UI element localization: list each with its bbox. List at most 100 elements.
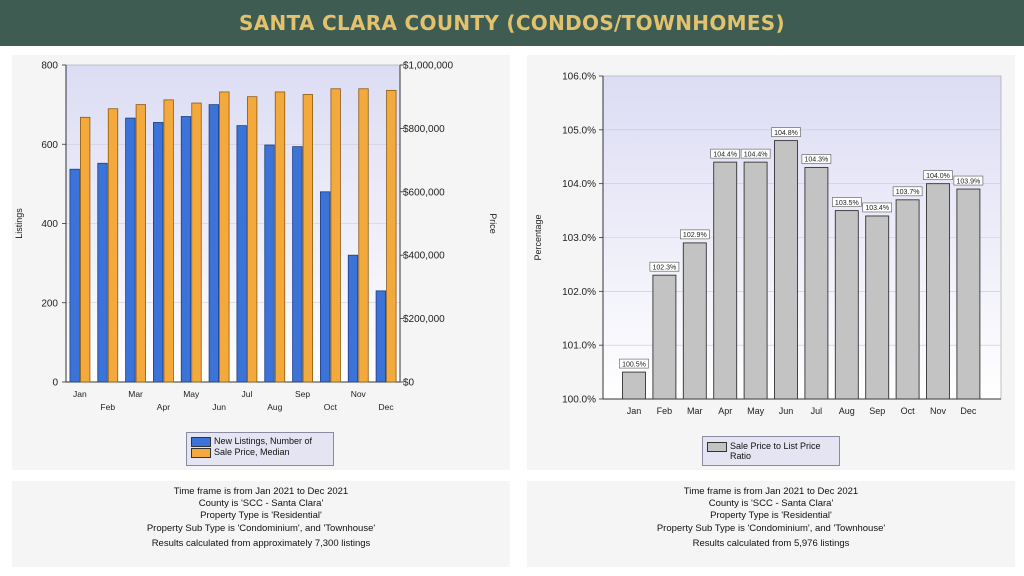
bar-ratio bbox=[622, 371, 646, 400]
listings-price-chart-panel: 0 200 400 600 800 $0 $200,000 $400,000 $600,000 $… bbox=[12, 55, 510, 470]
bar-price bbox=[330, 88, 341, 383]
info-box-right: Time frame is from Jan 2021 to Dec 2021 … bbox=[527, 481, 1015, 567]
x-tick-label: Feb bbox=[100, 402, 115, 412]
y2-tick-label: $800,000 bbox=[403, 124, 445, 135]
x-tick-label: Mar bbox=[687, 406, 703, 416]
bar-listings bbox=[153, 122, 164, 383]
info-line: Property Type is 'Residential' bbox=[710, 510, 832, 522]
bar-price bbox=[191, 102, 202, 383]
x-tick-label: May bbox=[183, 389, 200, 399]
data-label-box bbox=[801, 154, 832, 164]
bar-ratio bbox=[713, 161, 738, 400]
bar-price bbox=[80, 116, 91, 383]
data-label: 100.5% bbox=[622, 361, 646, 368]
data-label: 104.8% bbox=[774, 130, 798, 137]
bar-listings bbox=[208, 104, 219, 383]
x-tick-label: Oct bbox=[324, 402, 338, 412]
y-tick-label: 600 bbox=[41, 140, 58, 151]
info-result: Results calculated from 5,976 listings bbox=[692, 537, 850, 549]
y-tick-label: 104.0% bbox=[562, 179, 596, 190]
data-label: 103.5% bbox=[835, 200, 859, 207]
data-label-box bbox=[831, 197, 862, 207]
x-tick-label: Sep bbox=[869, 406, 885, 416]
y-axis-title: Percentage bbox=[533, 214, 543, 260]
legend-label-price: Sale Price, Median bbox=[214, 447, 290, 457]
y-tick-label: 800 bbox=[41, 61, 58, 72]
data-label-box bbox=[892, 186, 923, 197]
x-tick-label: Apr bbox=[157, 402, 170, 412]
bar-ratio bbox=[895, 199, 920, 400]
legend-label-ratio: Sale Price to List Price Ratio bbox=[730, 441, 821, 461]
bar-ratio bbox=[682, 242, 707, 400]
info-line: County is 'SCC - Santa Clara' bbox=[708, 498, 834, 510]
bar-listings bbox=[320, 191, 331, 383]
y2-tick-label: $1,000,000 bbox=[403, 61, 453, 72]
bar-price bbox=[274, 91, 286, 383]
x-tick-label: Dec bbox=[960, 406, 977, 416]
bar-price bbox=[135, 104, 146, 383]
legend-swatch-price bbox=[191, 448, 211, 458]
y2-tick-label: $600,000 bbox=[403, 187, 445, 198]
bar-ratio bbox=[652, 274, 677, 400]
data-label: 104.3% bbox=[805, 157, 829, 164]
data-label-box bbox=[953, 175, 984, 186]
bar-price bbox=[247, 96, 258, 383]
bar-price bbox=[386, 89, 397, 383]
bar-ratio bbox=[926, 183, 950, 400]
legend-swatch-listings bbox=[191, 437, 211, 447]
x-tick-label: May bbox=[747, 406, 765, 416]
data-label-box bbox=[649, 261, 680, 272]
bar-listings bbox=[69, 168, 80, 383]
data-label-box bbox=[771, 127, 801, 137]
page-title: SANTA CLARA COUNTY (CONDOS/TOWNHOMES) bbox=[239, 11, 785, 35]
x-tick-label: Apr bbox=[718, 406, 732, 416]
data-label: 104.4% bbox=[713, 151, 737, 158]
bar-ratio bbox=[834, 210, 859, 400]
data-label-box bbox=[862, 202, 893, 213]
y-tick-label: 100.0% bbox=[562, 395, 596, 406]
bar-listings bbox=[180, 116, 192, 383]
x-tick-label: Oct bbox=[901, 406, 916, 416]
info-result: Results calculated from approximately 7,… bbox=[151, 537, 371, 549]
x-tick-label: Jan bbox=[73, 389, 87, 399]
bar-listings bbox=[125, 117, 136, 383]
legend-item-price: Sale Price, Median bbox=[191, 447, 329, 458]
legend-label-listings: New Listings, Number of bbox=[214, 436, 313, 446]
y-tick-label: 400 bbox=[41, 219, 58, 230]
y-tick-label: 106.0% bbox=[562, 72, 596, 83]
info-line: County is 'SCC - Santa Clara' bbox=[198, 498, 324, 510]
data-label-box bbox=[680, 229, 710, 240]
data-label: 103.4% bbox=[865, 205, 889, 212]
bar-price bbox=[163, 99, 174, 383]
x-tick-label: Jun bbox=[779, 406, 794, 416]
info-line: Time frame is from Jan 2021 to Dec 2021 bbox=[173, 486, 349, 497]
y-tick-label: 200 bbox=[41, 298, 58, 309]
bar-ratio bbox=[774, 140, 798, 400]
data-label: 102.9% bbox=[683, 232, 707, 239]
x-tick-label: Mar bbox=[128, 389, 143, 399]
bar-listings bbox=[264, 144, 275, 383]
info-box-left: Time frame is from Jan 2021 to Dec 2021 … bbox=[12, 481, 510, 567]
x-tick-label: Jul bbox=[811, 406, 823, 416]
bar-listings bbox=[97, 162, 108, 383]
bar-price bbox=[107, 108, 119, 383]
ratio-chart-panel: 100.0% 101.0% 102.0% 103.0% 104.0% 105.0% 106.… bbox=[527, 55, 1015, 470]
y2-tick-label: $200,000 bbox=[403, 314, 445, 325]
data-label-box bbox=[710, 148, 740, 159]
data-label-box bbox=[619, 358, 649, 369]
legend-item-listings: New Listings, Number of bbox=[191, 436, 329, 447]
chart1-legend: New Listings, Number of Sale Price, Medi… bbox=[186, 432, 334, 466]
bar-price bbox=[302, 94, 313, 383]
data-label: 102.3% bbox=[653, 264, 677, 271]
ratio-chart: 100.0% 101.0% 102.0% 103.0% 104.0% 105.0% 106.… bbox=[533, 72, 1002, 416]
data-label: 103.9% bbox=[957, 178, 981, 185]
legend-swatch-ratio bbox=[707, 442, 727, 452]
bar-price bbox=[219, 91, 230, 383]
x-tick-label: Aug bbox=[839, 406, 855, 416]
x-tick-label: Jan bbox=[627, 406, 642, 416]
info-line: Property Sub Type is 'Condominium', and … bbox=[656, 522, 886, 534]
info-line: Property Type is 'Residential' bbox=[200, 510, 322, 522]
x-tick-label: Feb bbox=[657, 406, 673, 416]
y-tick-label: 101.0% bbox=[562, 341, 596, 352]
title-banner: SANTA CLARA COUNTY (CONDOS/TOWNHOMES) bbox=[0, 0, 1024, 46]
